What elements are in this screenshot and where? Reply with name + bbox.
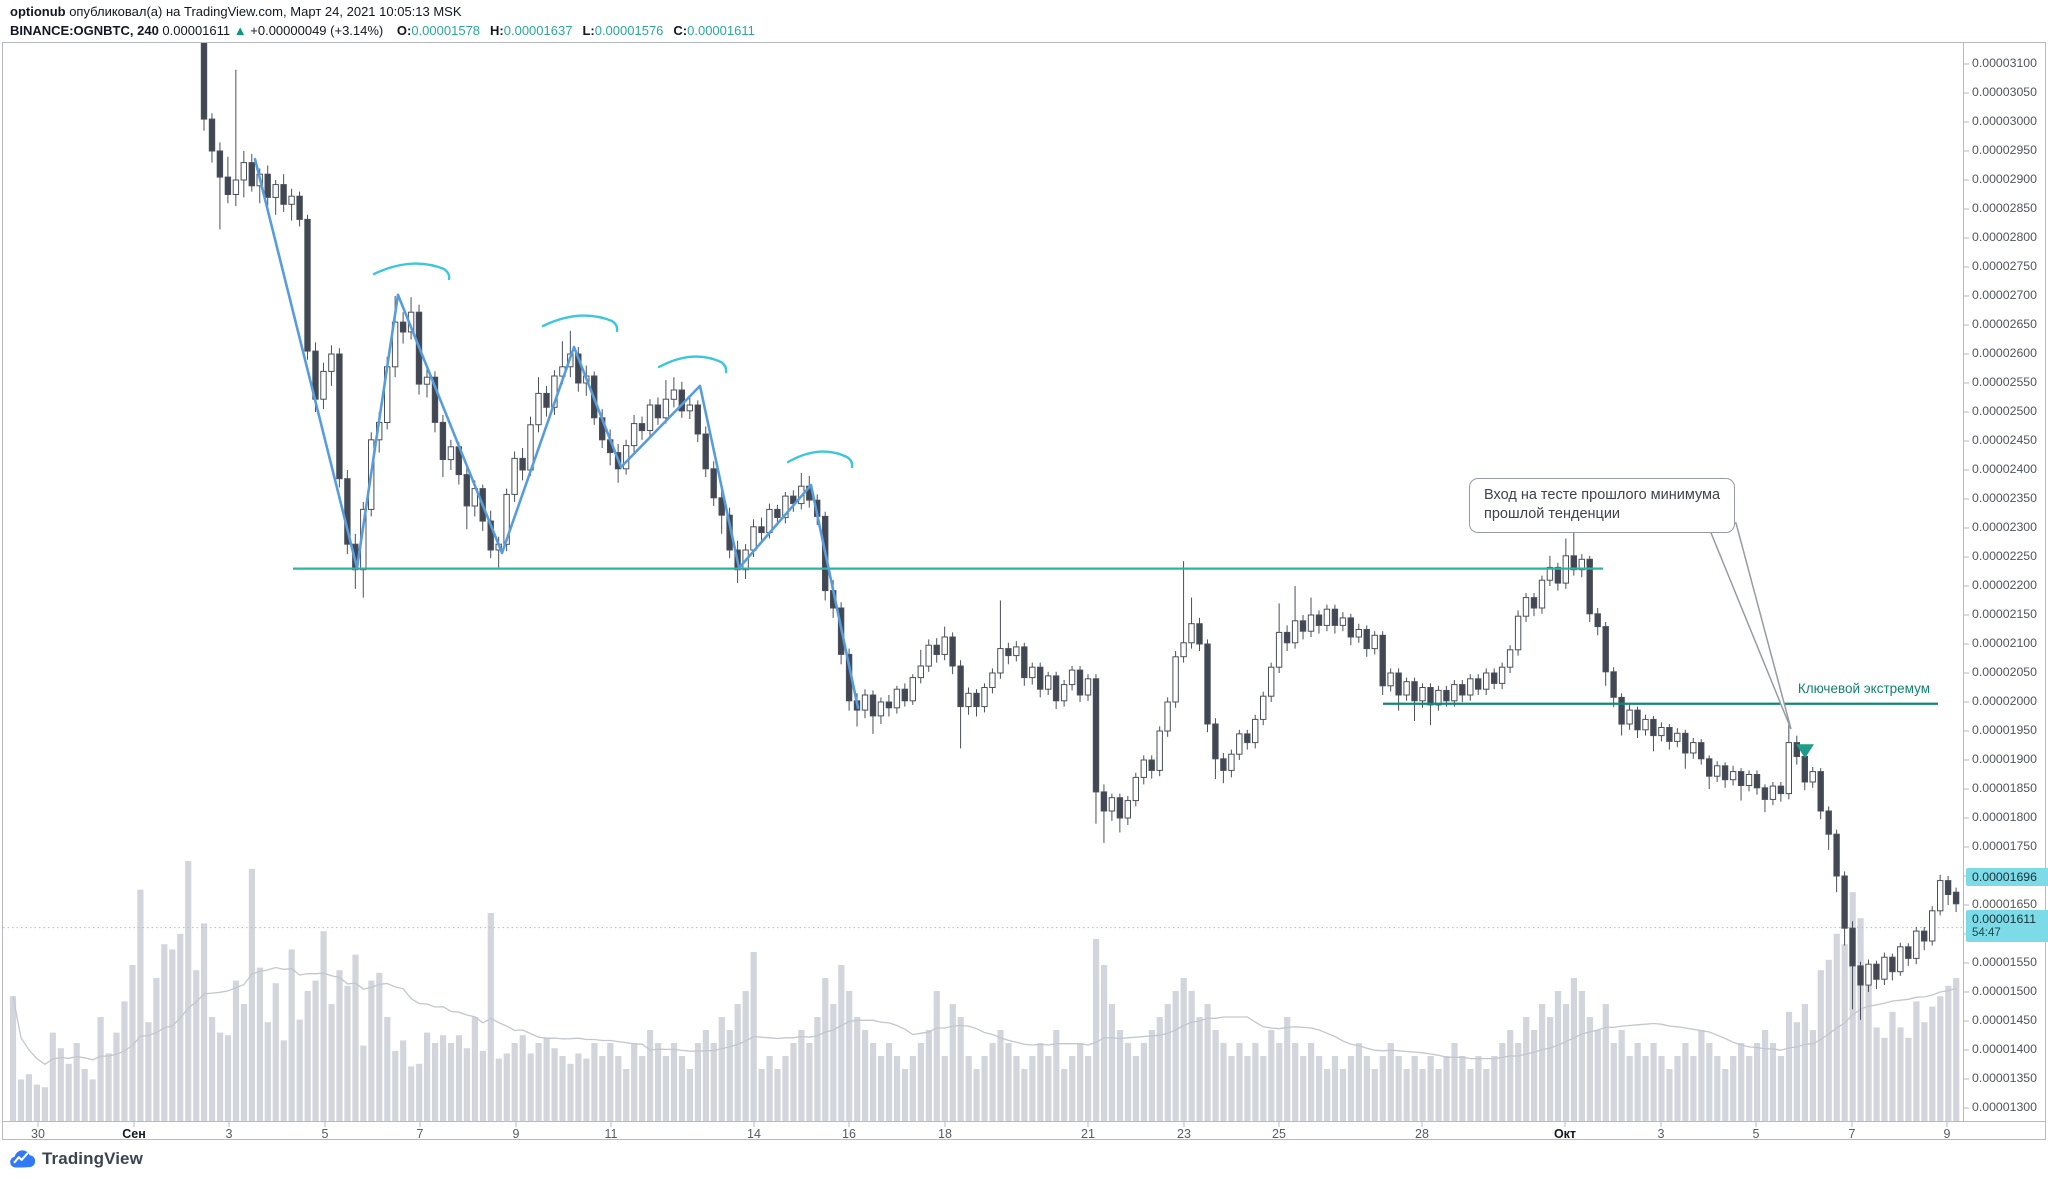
last-price-value: 0.00001611 xyxy=(1972,912,2037,926)
price-tick-label: 0.00001450 xyxy=(1972,1013,2037,1027)
price-tick-label: 0.00002200 xyxy=(1972,578,2037,592)
time-tick-label: Сен xyxy=(122,1127,146,1141)
tradingview-logo[interactable]: TradingView xyxy=(8,1146,143,1171)
price-tick-label: 0.00002350 xyxy=(1972,491,2037,505)
time-tick-label: 7 xyxy=(416,1127,424,1141)
chart-header: optionub опубликовал(а) на TradingView.c… xyxy=(10,3,755,40)
time-tick-label: 3 xyxy=(225,1127,233,1141)
ohlc-readout: O:0.00001578 H:0.00001637 L:0.00001576 C:0.… xyxy=(387,23,755,38)
entry-marker-icon[interactable] xyxy=(1796,744,1814,759)
author-name: optionub xyxy=(10,4,66,19)
symbol-line: BINANCE:OGNBTC, 240 0.00001611 ▲ +0.0000… xyxy=(10,22,755,40)
price-tick-label: 0.00001650 xyxy=(1972,897,2037,911)
price-tick-label: 0.00002800 xyxy=(1972,230,2037,244)
up-arrow-icon: ▲ xyxy=(233,23,247,38)
time-tick-label: Окт xyxy=(1553,1127,1577,1141)
ohlc-value: 0.00001637 xyxy=(503,23,573,38)
callout-tail xyxy=(1705,522,1792,730)
ohlc-value: 0.00001578 xyxy=(411,23,481,38)
price-tick-label: 0.00002300 xyxy=(1972,520,2037,534)
callout-line-1: Вход на тесте прошлого минимума xyxy=(1484,487,1721,503)
price-tick-label: 0.00003000 xyxy=(1972,114,2037,128)
price-tick-label: 0.00002500 xyxy=(1972,404,2037,418)
trend-zigzag[interactable] xyxy=(253,157,860,710)
price-tick-label: 0.00002600 xyxy=(1972,346,2037,360)
ohlc-key: L: xyxy=(582,23,595,38)
ohlc-key: O: xyxy=(396,23,412,38)
symbol-name: BINANCE:OGNBTC, 240 xyxy=(10,23,159,38)
bar-countdown: 54:47 xyxy=(1972,927,2001,939)
key-extremum-label[interactable]: Ключевой экстремум xyxy=(1797,681,1930,696)
price-tick-label: 0.00001900 xyxy=(1972,752,2037,766)
time-tick-label: 5 xyxy=(1752,1127,1760,1141)
time-tick-label: 7 xyxy=(1848,1127,1856,1141)
time-tick-label: 14 xyxy=(747,1127,761,1141)
price-tick-label: 0.00002950 xyxy=(1972,143,2037,157)
time-tick-label: 30 xyxy=(31,1127,45,1141)
price-change: +0.00000049 (+3.14%) xyxy=(250,23,384,38)
price-tick-label: 0.00002400 xyxy=(1972,462,2037,476)
entry-callout[interactable]: Вход на тесте прошлого минимума прошлой … xyxy=(1469,478,1736,533)
time-tick-label: 3 xyxy=(1657,1127,1665,1141)
price-tick-label: 0.00002750 xyxy=(1972,259,2037,273)
callout-line-2: прошлой тенденции xyxy=(1484,506,1621,522)
ohlc-key: H: xyxy=(490,23,504,38)
price-tick-label: 0.00002450 xyxy=(1972,433,2037,447)
last-price: 0.00001611 xyxy=(162,23,231,38)
price-tick-label: 0.00002550 xyxy=(1972,375,2037,389)
price-tick-label: 0.00002250 xyxy=(1972,549,2037,563)
time-tick-label: 23 xyxy=(1177,1127,1191,1141)
price-tick-label: 0.00002900 xyxy=(1972,172,2037,186)
price-tick-label: 0.00002000 xyxy=(1972,694,2037,708)
price-tick-label: 0.00002050 xyxy=(1972,665,2037,679)
wave-arcs[interactable] xyxy=(372,262,854,469)
price-tick-label: 0.00002100 xyxy=(1972,636,2037,650)
price-tick-label: 0.00002150 xyxy=(1972,607,2037,621)
price-tick-label: 0.00002850 xyxy=(1972,201,2037,215)
price-tick-label: 0.00003100 xyxy=(1972,56,2037,70)
price-tick-label: 0.00002650 xyxy=(1972,317,2037,331)
price-tick-label: 0.00001500 xyxy=(1972,984,2037,998)
price-tick-label: 0.00001750 xyxy=(1972,839,2037,853)
price-tick-label: 0.00001950 xyxy=(1972,723,2037,737)
price-label-high: 0.00001696 xyxy=(1966,868,2048,886)
time-tick-label: 9 xyxy=(1943,1127,1951,1141)
time-tick-label: 16 xyxy=(842,1127,856,1141)
volume-ma-line xyxy=(12,966,1957,1066)
price-tick-label: 0.00001550 xyxy=(1972,955,2037,969)
price-tick-label: 0.00001350 xyxy=(1972,1071,2037,1085)
price-tick-label: 0.00003050 xyxy=(1972,85,2037,99)
tradingview-cloud-icon xyxy=(10,1150,35,1168)
tradingview-logo-text: TradingView xyxy=(42,1148,143,1168)
price-tick-label: 0.00001800 xyxy=(1972,810,2037,824)
chart-frame xyxy=(2,42,2046,1140)
publish-info: опубликовал(а) на TradingView.com, Март … xyxy=(65,4,462,19)
price-tick-label: 0.00001400 xyxy=(1972,1042,2037,1056)
time-tick-label: 5 xyxy=(321,1127,329,1141)
time-tick-label: 18 xyxy=(938,1127,952,1141)
time-tick-label: 9 xyxy=(512,1127,520,1141)
ohlc-value: 0.00001611 xyxy=(687,23,755,38)
time-tick-label: 11 xyxy=(604,1127,618,1141)
ohlc-key: C: xyxy=(673,23,688,38)
publish-line: optionub опубликовал(а) на TradingView.c… xyxy=(10,3,755,21)
price-tick-label: 0.00001850 xyxy=(1972,781,2037,795)
volume-layer xyxy=(9,861,1960,1121)
price-tick-label: 0.00002700 xyxy=(1972,288,2037,302)
ohlc-value: 0.00001576 xyxy=(594,23,664,38)
time-tick-label: 21 xyxy=(1081,1127,1095,1141)
time-tick-label: 25 xyxy=(1272,1127,1286,1141)
time-tick-label: 28 xyxy=(1415,1127,1429,1141)
price-tick-label: 0.00001300 xyxy=(1972,1100,2037,1114)
price-label-last: 0.00001611 54:47 xyxy=(1966,910,2048,942)
